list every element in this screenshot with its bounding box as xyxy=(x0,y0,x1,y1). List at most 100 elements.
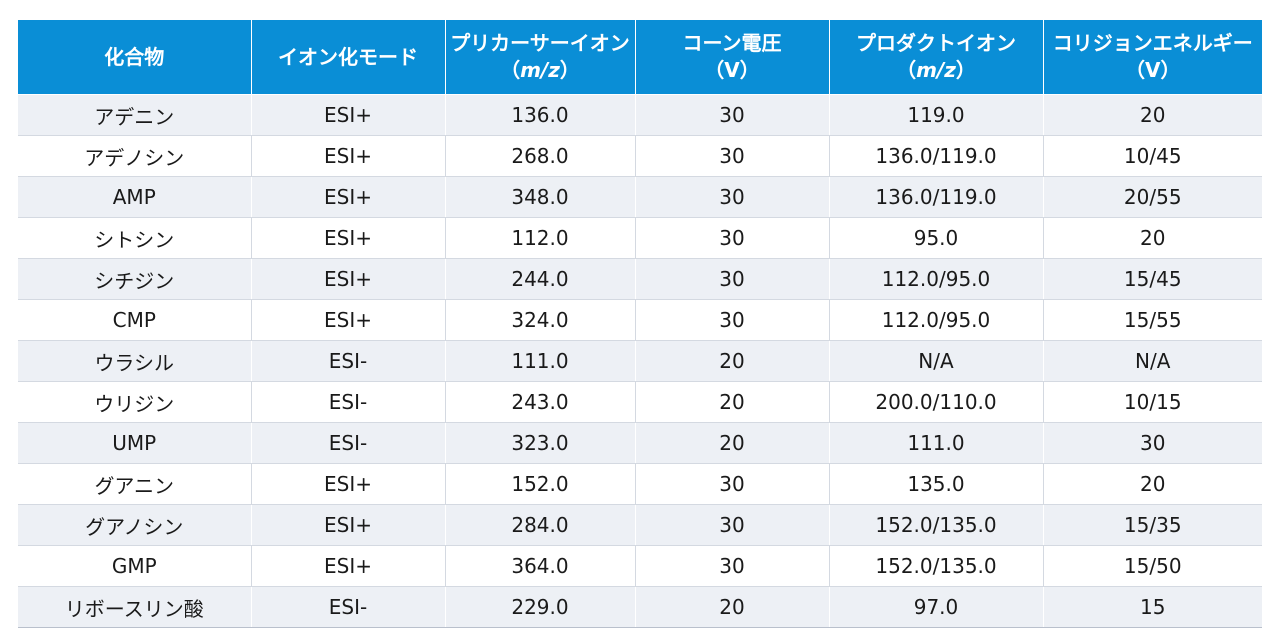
cell-collision-energy: 15/55 xyxy=(1043,299,1262,341)
header-collision-energy-label: コリジョンエネルギー xyxy=(1052,31,1253,55)
header-cone-voltage: コーン電圧 （V） xyxy=(635,20,830,95)
cell-ionization-mode: ESI+ xyxy=(251,463,446,505)
cell-product-ion: 119.0 xyxy=(829,94,1044,136)
table-body: アデニン ESI+ 136.0 30 119.0 20 アデノシン ESI+ 268.0 30 13… xyxy=(18,94,1262,628)
header-compound: 化合物 xyxy=(18,20,252,95)
cell-cone-voltage: 20 xyxy=(635,422,830,464)
cell-ionization-mode: ESI+ xyxy=(251,94,446,136)
cell-product-ion: 112.0/95.0 xyxy=(829,258,1044,300)
header-collision-energy-unit: （V） xyxy=(1125,58,1181,82)
table-row: CMP ESI+ 324.0 30 112.0/95.0 15/55 xyxy=(18,299,1262,341)
table-row: アデニン ESI+ 136.0 30 119.0 20 xyxy=(18,94,1262,136)
header-collision-energy: コリジョンエネルギー （V） xyxy=(1043,20,1262,95)
cell-ionization-mode: ESI+ xyxy=(251,299,446,341)
cell-cone-voltage: 30 xyxy=(635,463,830,505)
cell-product-ion: 112.0/95.0 xyxy=(829,299,1044,341)
header-product-ion-open: （ xyxy=(896,58,917,82)
cell-compound: グアニン xyxy=(18,463,252,505)
header-precursor-ion: プリカーサーイオン （m/z） xyxy=(445,20,636,95)
table-row: アデノシン ESI+ 268.0 30 136.0/119.0 10/45 xyxy=(18,135,1262,177)
cell-precursor-ion: 348.0 xyxy=(445,176,636,218)
cell-collision-energy: N/A xyxy=(1043,340,1262,382)
cell-product-ion: 111.0 xyxy=(829,422,1044,464)
cell-ionization-mode: ESI- xyxy=(251,340,446,382)
cell-collision-energy: 20 xyxy=(1043,94,1262,136)
cell-collision-energy: 15/35 xyxy=(1043,504,1262,546)
cell-ionization-mode: ESI+ xyxy=(251,545,446,587)
cell-collision-energy: 15/45 xyxy=(1043,258,1262,300)
cell-product-ion: 200.0/110.0 xyxy=(829,381,1044,423)
cell-precursor-ion: 243.0 xyxy=(445,381,636,423)
cell-collision-energy: 30 xyxy=(1043,422,1262,464)
cell-product-ion: 97.0 xyxy=(829,586,1044,628)
mrm-parameters-table: 化合物 イオン化モード プリカーサーイオン （m/z） コーン電圧 （V） プロ… xyxy=(18,20,1262,628)
cell-compound: シトシン xyxy=(18,217,252,259)
cell-compound: GMP xyxy=(18,545,252,587)
header-product-ion-label: プロダクトイオン xyxy=(856,31,1016,55)
header-cone-voltage-label: コーン電圧 xyxy=(682,31,782,55)
cell-cone-voltage: 30 xyxy=(635,545,830,587)
cell-product-ion: 136.0/119.0 xyxy=(829,176,1044,218)
cell-collision-energy: 15 xyxy=(1043,586,1262,628)
table-header: 化合物 イオン化モード プリカーサーイオン （m/z） コーン電圧 （V） プロ… xyxy=(18,20,1262,95)
header-compound-label: 化合物 xyxy=(104,44,165,69)
cell-precursor-ion: 136.0 xyxy=(445,94,636,136)
cell-product-ion: 152.0/135.0 xyxy=(829,504,1044,546)
cell-precursor-ion: 324.0 xyxy=(445,299,636,341)
table-row: GMP ESI+ 364.0 30 152.0/135.0 15/50 xyxy=(18,545,1262,587)
cell-product-ion: 95.0 xyxy=(829,217,1044,259)
cell-precursor-ion: 229.0 xyxy=(445,586,636,628)
cell-compound: ウリジン xyxy=(18,381,252,423)
cell-collision-energy: 10/15 xyxy=(1043,381,1262,423)
cell-ionization-mode: ESI- xyxy=(251,381,446,423)
header-product-ion: プロダクトイオン （m/z） xyxy=(829,20,1044,95)
cell-ionization-mode: ESI+ xyxy=(251,217,446,259)
header-cone-voltage-unit: （V） xyxy=(704,58,760,82)
table-row: グアノシン ESI+ 284.0 30 152.0/135.0 15/35 xyxy=(18,504,1262,546)
table-row: シチジン ESI+ 244.0 30 112.0/95.0 15/45 xyxy=(18,258,1262,300)
cell-precursor-ion: 284.0 xyxy=(445,504,636,546)
cell-compound: リボースリン酸 xyxy=(18,586,252,628)
cell-precursor-ion: 323.0 xyxy=(445,422,636,464)
cell-precursor-ion: 244.0 xyxy=(445,258,636,300)
cell-collision-energy: 20 xyxy=(1043,217,1262,259)
table-row: グアニン ESI+ 152.0 30 135.0 20 xyxy=(18,463,1262,505)
cell-compound: アデノシン xyxy=(18,135,252,177)
table-row: シトシン ESI+ 112.0 30 95.0 20 xyxy=(18,217,1262,259)
cell-product-ion: 152.0/135.0 xyxy=(829,545,1044,587)
cell-product-ion: 135.0 xyxy=(829,463,1044,505)
header-row: 化合物 イオン化モード プリカーサーイオン （m/z） コーン電圧 （V） プロ… xyxy=(18,20,1262,95)
cell-compound: UMP xyxy=(18,422,252,464)
header-precursor-ion-close: ） xyxy=(559,58,580,82)
cell-compound: アデニン xyxy=(18,94,252,136)
cell-ionization-mode: ESI+ xyxy=(251,504,446,546)
header-precursor-ion-unit: （m/z） xyxy=(450,57,631,84)
cell-cone-voltage: 30 xyxy=(635,504,830,546)
cell-cone-voltage: 30 xyxy=(635,94,830,136)
header-ionization-mode-label: イオン化モード xyxy=(278,44,418,69)
cell-compound: シチジン xyxy=(18,258,252,300)
cell-compound: グアノシン xyxy=(18,504,252,546)
cell-precursor-ion: 364.0 xyxy=(445,545,636,587)
cell-precursor-ion: 268.0 xyxy=(445,135,636,177)
cell-cone-voltage: 30 xyxy=(635,135,830,177)
cell-cone-voltage: 20 xyxy=(635,340,830,382)
cell-collision-energy: 10/45 xyxy=(1043,135,1262,177)
header-product-ion-mz: m/z xyxy=(916,58,956,82)
cell-product-ion: N/A xyxy=(829,340,1044,382)
cell-cone-voltage: 30 xyxy=(635,299,830,341)
header-product-ion-close: ） xyxy=(955,58,976,82)
cell-collision-energy: 15/50 xyxy=(1043,545,1262,587)
header-ionization-mode: イオン化モード xyxy=(251,20,446,95)
cell-cone-voltage: 20 xyxy=(635,381,830,423)
cell-cone-voltage: 30 xyxy=(635,258,830,300)
cell-ionization-mode: ESI- xyxy=(251,422,446,464)
table-row: AMP ESI+ 348.0 30 136.0/119.0 20/55 xyxy=(18,176,1262,218)
cell-compound: CMP xyxy=(18,299,252,341)
cell-ionization-mode: ESI- xyxy=(251,586,446,628)
cell-collision-energy: 20 xyxy=(1043,463,1262,505)
header-product-ion-unit: （m/z） xyxy=(834,57,1039,84)
cell-precursor-ion: 111.0 xyxy=(445,340,636,382)
cell-ionization-mode: ESI+ xyxy=(251,258,446,300)
table-row: UMP ESI- 323.0 20 111.0 30 xyxy=(18,422,1262,464)
